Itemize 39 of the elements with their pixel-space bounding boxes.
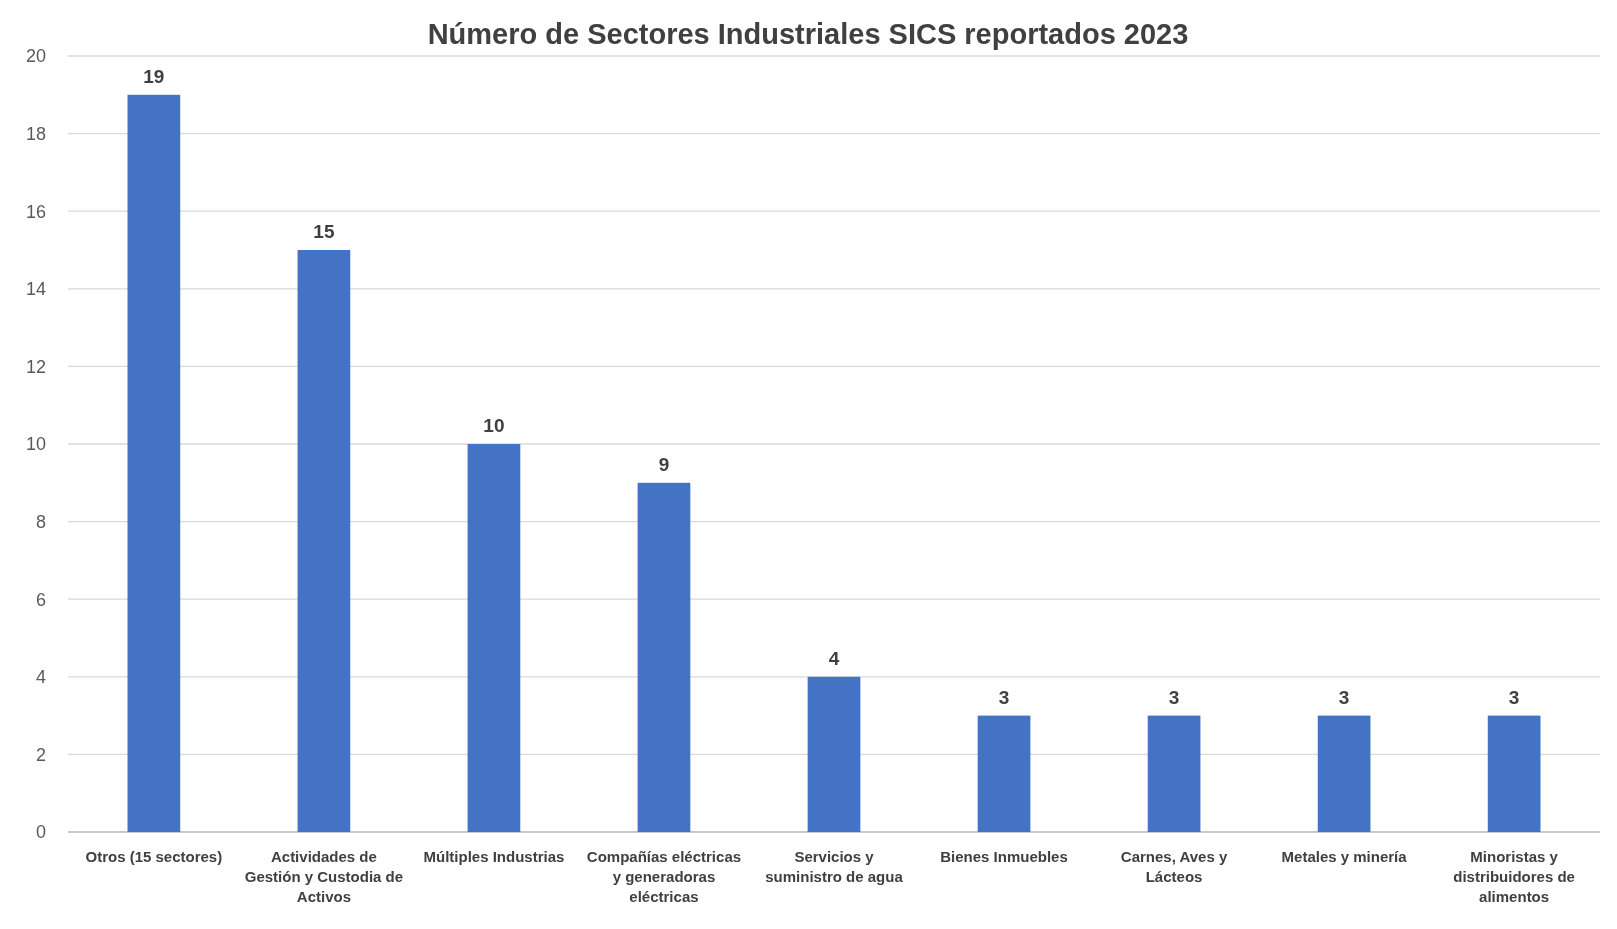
- y-tick-label: 8: [35, 511, 46, 532]
- data-label: 3: [1508, 686, 1520, 708]
- y-tick-label: 20: [25, 46, 46, 67]
- y-tick-label: 14: [25, 279, 46, 300]
- y-tick-label: 4: [35, 667, 46, 688]
- y-tick-label: 18: [25, 123, 46, 144]
- data-label: 4: [828, 647, 840, 669]
- x-tick-label: Otros (15 sectores): [85, 848, 223, 865]
- bar: [1487, 715, 1541, 832]
- x-tick-label: Minoristas y distribuidores de alimentos: [1453, 848, 1575, 905]
- x-tick-label: Carnes, Aves y Lácteos: [1120, 848, 1228, 885]
- y-tick-label: 6: [35, 589, 46, 610]
- bar: [1317, 715, 1371, 832]
- data-label: 10: [483, 415, 505, 436]
- bar: [1147, 715, 1201, 832]
- data-label: 3: [1338, 686, 1350, 708]
- bar: [127, 94, 181, 832]
- x-tick-label: Múltiples Industrias: [423, 848, 565, 865]
- data-label: 9: [658, 453, 670, 475]
- y-tick-label: 12: [25, 356, 46, 377]
- y-tick-label: 16: [25, 201, 46, 222]
- bar: [297, 250, 351, 832]
- x-tick-label: Compañías eléctricas y generadoras eléctricas: [586, 848, 742, 905]
- chart-title: Número de Sectores Industriales SICS reportados 2023: [427, 18, 1189, 50]
- data-label: 3: [1168, 686, 1180, 708]
- data-label: 19: [143, 65, 165, 87]
- x-tick-label: Actividades de Gestión y Custodia de Activos: [244, 848, 404, 905]
- data-label: 3: [998, 686, 1010, 708]
- y-tick-label: 0: [35, 822, 46, 843]
- data-label: 15: [313, 221, 335, 242]
- bar: [637, 482, 691, 832]
- x-tick-label: Bienes Inmuebles: [940, 848, 1068, 865]
- y-tick-label: 10: [25, 434, 46, 455]
- x-tick-label: Servicios y suministro de agua: [765, 848, 904, 885]
- bar: [977, 715, 1031, 832]
- y-tick-label: 2: [35, 744, 46, 765]
- x-tick-label: Metales y minería: [1281, 848, 1408, 865]
- bar: [807, 676, 861, 832]
- bar: [467, 444, 521, 832]
